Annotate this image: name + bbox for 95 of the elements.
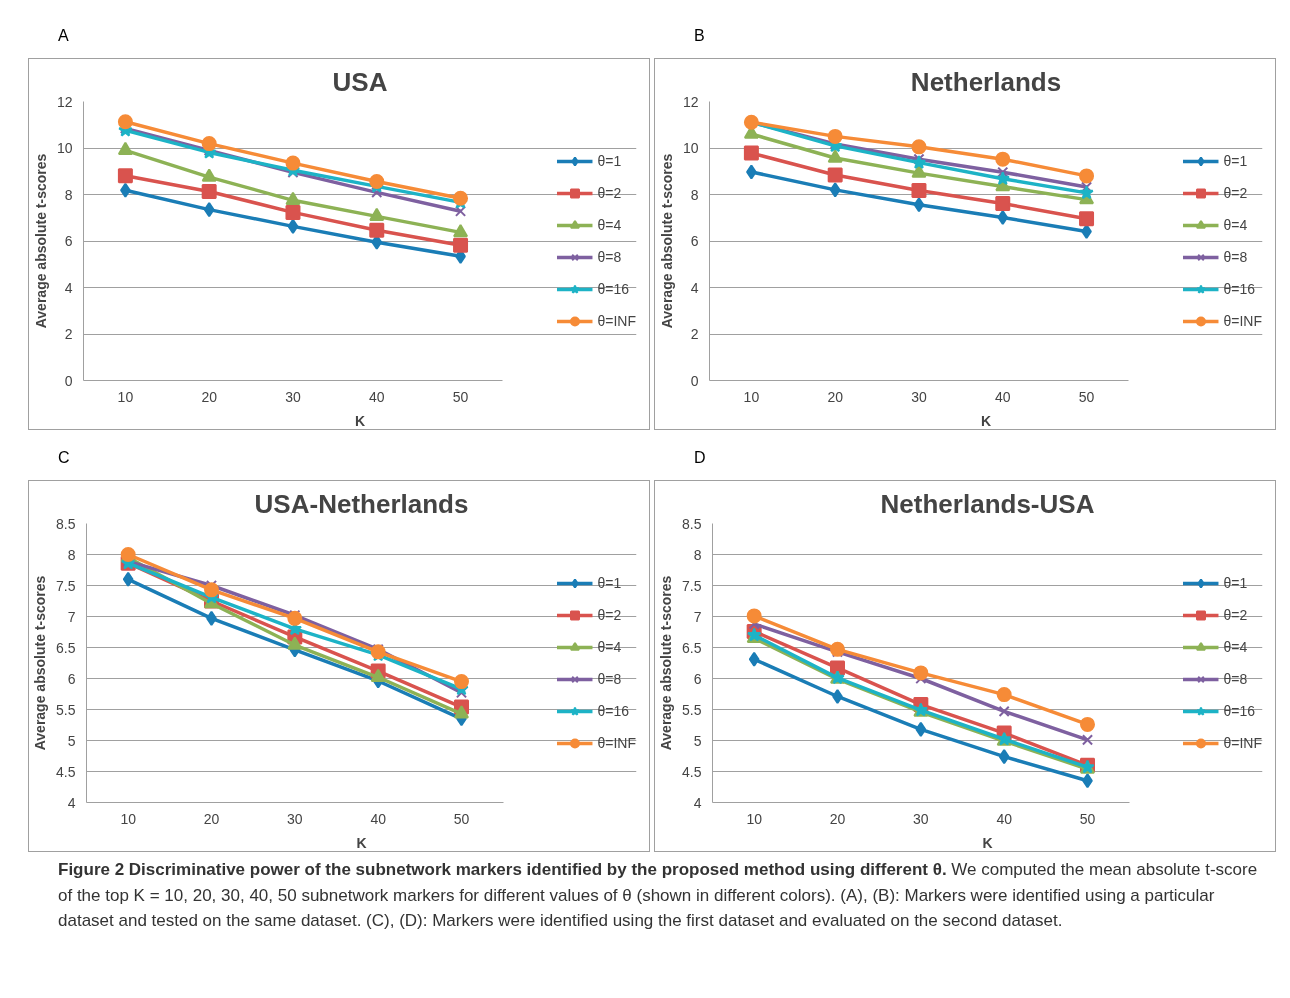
legend-label: θ=16 — [597, 702, 630, 719]
y-axis-title: Average absolute t-scores — [32, 153, 49, 329]
y-tick-label: 10 — [56, 140, 73, 156]
text: D — [694, 448, 706, 468]
x-tick-label: 30 — [913, 810, 929, 827]
legend-label: θ=8 — [597, 248, 622, 265]
text: C — [58, 448, 70, 468]
y-tick-label: 5 — [693, 732, 702, 749]
legend-label: θ=INF — [597, 734, 636, 751]
x-tick-label: 20 — [201, 388, 218, 405]
legend-label: θ=1 — [597, 574, 622, 591]
legend-label: θ=INF — [597, 312, 636, 329]
y-tick-label: 6.5 — [56, 639, 76, 656]
x-tick-label: 30 — [911, 388, 927, 405]
chart-title: USA-Netherlands — [254, 488, 469, 519]
y-axis-title: Average absolute t-scores — [32, 575, 49, 751]
y-tick-label: 6.5 — [682, 639, 702, 656]
caption: Figure 2 Discriminative power of the subnetwork markers identified by the proposed method using different θ. — [58, 860, 947, 879]
x-tick-label: 40 — [994, 388, 1011, 405]
legend-label: θ=2 — [1223, 184, 1248, 201]
chart-title: Netherlands-USA — [880, 488, 1095, 519]
y-tick-label: 12 — [56, 93, 73, 110]
y-tick-label: 0 — [690, 372, 699, 389]
chart-title: USA — [332, 66, 388, 97]
y-tick-label: 2 — [690, 326, 699, 342]
y-tick-label: 7.5 — [56, 577, 76, 594]
y-tick-label: 7 — [693, 608, 702, 625]
x-tick-label: 20 — [203, 810, 220, 827]
x-tick-label: 50 — [1078, 388, 1095, 405]
y-tick-label: 6 — [67, 670, 76, 687]
y-tick-label: 8.5 — [682, 515, 702, 532]
x-axis-title: K — [980, 412, 992, 429]
y-tick-label: 7 — [67, 608, 76, 625]
x-tick-label: 10 — [746, 810, 763, 827]
y-tick-label: 5 — [67, 732, 76, 749]
x-tick-label: 10 — [117, 388, 134, 405]
x-tick-label: 50 — [453, 810, 470, 827]
x-tick-label: 30 — [285, 388, 301, 405]
text: B — [694, 26, 705, 46]
y-tick-label: 8 — [690, 186, 699, 203]
x-axis-title: K — [982, 834, 993, 851]
y-tick-label: 2 — [64, 326, 73, 342]
x-tick-label: 10 — [120, 810, 137, 827]
x-tick-label: 40 — [368, 388, 385, 405]
y-tick-label: 4.5 — [682, 763, 702, 780]
y-axis-title: Average absolute t-scores — [658, 575, 675, 751]
y-tick-label: 8.5 — [56, 515, 76, 532]
y-tick-label: 7.5 — [682, 577, 702, 594]
x-tick-label: 20 — [829, 810, 846, 827]
y-tick-label: 10 — [682, 140, 699, 156]
y-tick-label: 8 — [64, 186, 73, 203]
legend-label: θ=INF — [1223, 312, 1262, 329]
x-axis-title: K — [354, 412, 366, 429]
text: A — [58, 26, 69, 46]
y-tick-label: 5.5 — [682, 701, 702, 718]
x-tick-label: 50 — [1079, 810, 1096, 827]
x-tick-label: 40 — [370, 810, 387, 827]
y-tick-label: 4 — [67, 794, 76, 811]
legend-label: θ=4 — [1223, 216, 1248, 233]
legend-label: θ=2 — [597, 184, 622, 201]
y-tick-label: 4 — [64, 279, 73, 296]
legend-label: θ=4 — [597, 216, 622, 233]
y-tick-label: 8 — [693, 546, 702, 563]
y-tick-label: 6 — [690, 233, 699, 249]
legend-label: θ=8 — [1223, 248, 1248, 265]
x-tick-label: 20 — [827, 388, 844, 405]
legend-label: θ=4 — [1223, 638, 1248, 655]
legend-label: θ=1 — [1223, 152, 1248, 169]
legend-label: θ=16 — [597, 280, 630, 297]
chart-title: Netherlands — [910, 66, 1062, 97]
y-tick-label: 4.5 — [56, 763, 76, 780]
legend-label: θ=8 — [597, 670, 622, 687]
y-tick-label: 12 — [682, 93, 699, 110]
legend-label: θ=8 — [1223, 670, 1248, 687]
y-axis-title: Average absolute t-scores — [658, 153, 675, 329]
x-tick-label: 40 — [996, 810, 1013, 827]
x-tick-label: 10 — [743, 388, 760, 405]
x-axis-title: K — [356, 834, 367, 851]
y-tick-label: 6 — [693, 670, 702, 687]
legend-label: θ=2 — [1223, 606, 1248, 623]
legend-label: θ=16 — [1223, 702, 1256, 719]
legend-label: θ=1 — [1223, 574, 1248, 591]
y-tick-label: 8 — [67, 546, 76, 563]
y-tick-label: 4 — [690, 279, 699, 296]
legend-label: θ=4 — [597, 638, 622, 655]
y-tick-label: 0 — [64, 372, 73, 389]
y-tick-label: 4 — [693, 794, 702, 811]
y-tick-label: 6 — [64, 233, 73, 249]
x-tick-label: 30 — [287, 810, 303, 827]
legend-label: θ=INF — [1223, 734, 1262, 751]
legend-label: θ=2 — [597, 606, 622, 623]
x-tick-label: 50 — [452, 388, 469, 405]
legend-label: θ=1 — [597, 152, 622, 169]
y-tick-label: 5.5 — [56, 701, 76, 718]
legend-label: θ=16 — [1223, 280, 1256, 297]
